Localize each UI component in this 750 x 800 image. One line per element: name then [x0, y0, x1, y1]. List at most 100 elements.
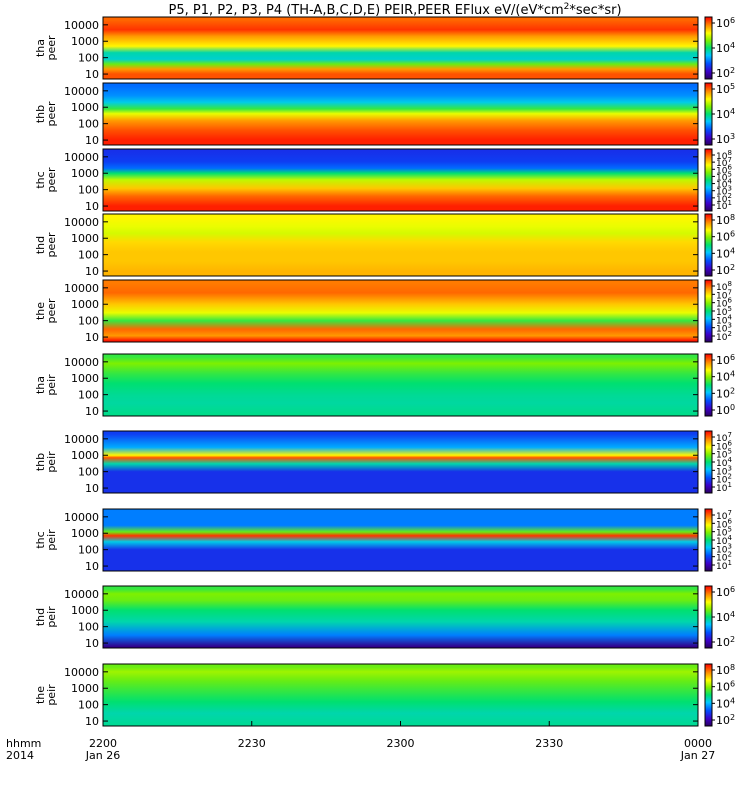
panel-ylabel: thcpeer — [34, 167, 58, 193]
colorbar-tick-label: 101 — [716, 559, 732, 572]
y-tick-label: 10000 — [64, 151, 99, 164]
colorbar-tick-label: 104 — [716, 610, 735, 624]
y-tick-label: 100 — [78, 699, 99, 712]
spectrogram-image — [103, 83, 698, 145]
colorbar-tick-label: 106 — [716, 16, 735, 30]
colorbar-tick-label: 104 — [716, 313, 732, 326]
colorbar-tick-label: 106 — [716, 230, 735, 244]
y-tick-label: 10000 — [64, 433, 99, 446]
y-tick-label: 100 — [78, 118, 99, 131]
colorbar-tick-label: 104 — [716, 178, 732, 191]
colorbar-tick-label: 105 — [716, 448, 732, 461]
spectrogram-image — [103, 509, 698, 571]
panel-frame — [102, 213, 699, 277]
panel-thd-peir: 10000 1000 100 10 thdpeir 106 104 102 — [34, 585, 735, 650]
y-tick-label: 1000 — [71, 449, 99, 462]
colorbar-tick-label: 102 — [716, 713, 735, 727]
colorbar-tick-label: 106 — [716, 353, 735, 367]
panel-thd-peer: 10000 1000 100 10 thdpeer 108 106 104 102 — [34, 213, 735, 278]
colorbar-tick-label: 106 — [716, 517, 732, 530]
y-tick-label: 100 — [78, 466, 99, 479]
colorbar-tick-label: 108 — [716, 280, 732, 293]
colorbar-tick-label: 102 — [716, 386, 735, 400]
y-tick-label: 1000 — [71, 527, 99, 540]
y-tick-label: 10 — [85, 68, 99, 81]
y-tick-label: 10 — [85, 200, 99, 213]
colorbar-tick-label: 105 — [716, 170, 732, 183]
panel-ylabel: thapeir — [34, 374, 58, 396]
colorbar-tick-label: 102 — [716, 473, 732, 486]
panel-ylabel: thbpeir — [34, 451, 58, 473]
spectrogram-image — [103, 586, 698, 648]
colorbar-tick-label: 104 — [716, 534, 732, 547]
colorbar-tick-label: 103 — [716, 464, 732, 477]
panel-the-peer: 10000 1000 100 10 thepeer 1081071061051041031… — [34, 279, 732, 344]
colorbar-tick-label: 104 — [716, 107, 735, 121]
colorbar-tick-label: 102 — [716, 66, 735, 80]
colorbar-tick-label: 103 — [716, 322, 732, 335]
panel-frame — [102, 148, 699, 212]
panel-tha-peer: 10000 1000 100 10 thapeer 106 104 102 — [34, 16, 735, 81]
y-tick-label: 1000 — [71, 101, 99, 114]
panel-frame — [102, 16, 699, 80]
panel-thb-peer: 10000 1000 100 10 thbpeer 105 104 103 — [34, 82, 735, 147]
panel-ylabel: thapeer — [34, 35, 58, 61]
x-axis-row-label-hhmm: hhmm — [6, 737, 41, 750]
y-tick-label: 1000 — [71, 167, 99, 180]
colorbar — [704, 82, 713, 146]
colorbar-tick-label: 106 — [716, 439, 732, 452]
colorbar-tick-label: 107 — [716, 431, 732, 444]
colorbar-tick-label: 103 — [716, 185, 732, 198]
x-tick-label: 2330 — [535, 737, 563, 750]
spectrogram-image — [103, 354, 698, 416]
y-tick-label: 100 — [78, 621, 99, 634]
colorbar — [704, 353, 713, 417]
panel-ylabel: thbpeer — [34, 101, 58, 127]
y-tick-label: 100 — [78, 184, 99, 197]
panel-frame — [102, 585, 699, 649]
y-tick-label: 100 — [78, 544, 99, 557]
panel-tha-peir: 10000 1000 100 10 thapeir 106 104 102 100 — [34, 353, 735, 418]
colorbar-tick-label: 102 — [716, 551, 732, 564]
spectrogram-image — [103, 17, 698, 79]
x-tick-label: 2300 — [387, 737, 415, 750]
x-tick-label: 0000 — [684, 737, 712, 750]
spectrogram-image — [103, 664, 698, 726]
colorbar-tick-label: 102 — [716, 635, 735, 649]
panel-frame — [102, 279, 699, 343]
colorbar-tick-label: 102 — [716, 330, 732, 343]
y-tick-label: 10 — [85, 560, 99, 573]
colorbar — [704, 430, 713, 494]
colorbar-tick-label: 107 — [716, 288, 732, 301]
colorbar-tick-label: 104 — [716, 41, 735, 55]
x-tick-date: Jan 26 — [85, 749, 120, 762]
y-tick-label: 10 — [85, 331, 99, 344]
panel-thb-peir: 10000 1000 100 10 thbpeir 1071061051041031021… — [34, 430, 732, 495]
colorbar-tick-label: 105 — [716, 305, 732, 318]
colorbar — [704, 279, 713, 343]
x-tick-label: 2230 — [238, 737, 266, 750]
y-tick-label: 10000 — [64, 19, 99, 32]
y-tick-label: 10000 — [64, 216, 99, 229]
x-tick-label: 2200 — [89, 737, 117, 750]
spectrogram-image — [103, 431, 698, 493]
colorbar-tick-label: 108 — [716, 663, 735, 677]
y-tick-label: 1000 — [71, 35, 99, 48]
y-tick-label: 10000 — [64, 588, 99, 601]
colorbar-tick-label: 101 — [716, 481, 732, 494]
colorbar-tick-label: 105 — [716, 526, 732, 539]
y-tick-label: 100 — [78, 389, 99, 402]
y-tick-label: 10000 — [64, 666, 99, 679]
colorbar-tick-label: 100 — [716, 403, 735, 417]
y-tick-label: 10 — [85, 637, 99, 650]
panel-ylabel: thcpeir — [34, 529, 58, 551]
colorbar-tick-label: 102 — [716, 263, 735, 277]
y-tick-label: 100 — [78, 249, 99, 262]
y-tick-label: 10 — [85, 482, 99, 495]
colorbar-tick-label: 108 — [716, 213, 735, 227]
colorbar-tick-label: 104 — [716, 456, 732, 469]
panel-frame — [102, 353, 699, 417]
panel-frame — [102, 508, 699, 572]
x-axis-row-label-year: 2014 — [6, 749, 34, 762]
y-tick-label: 10000 — [64, 356, 99, 369]
